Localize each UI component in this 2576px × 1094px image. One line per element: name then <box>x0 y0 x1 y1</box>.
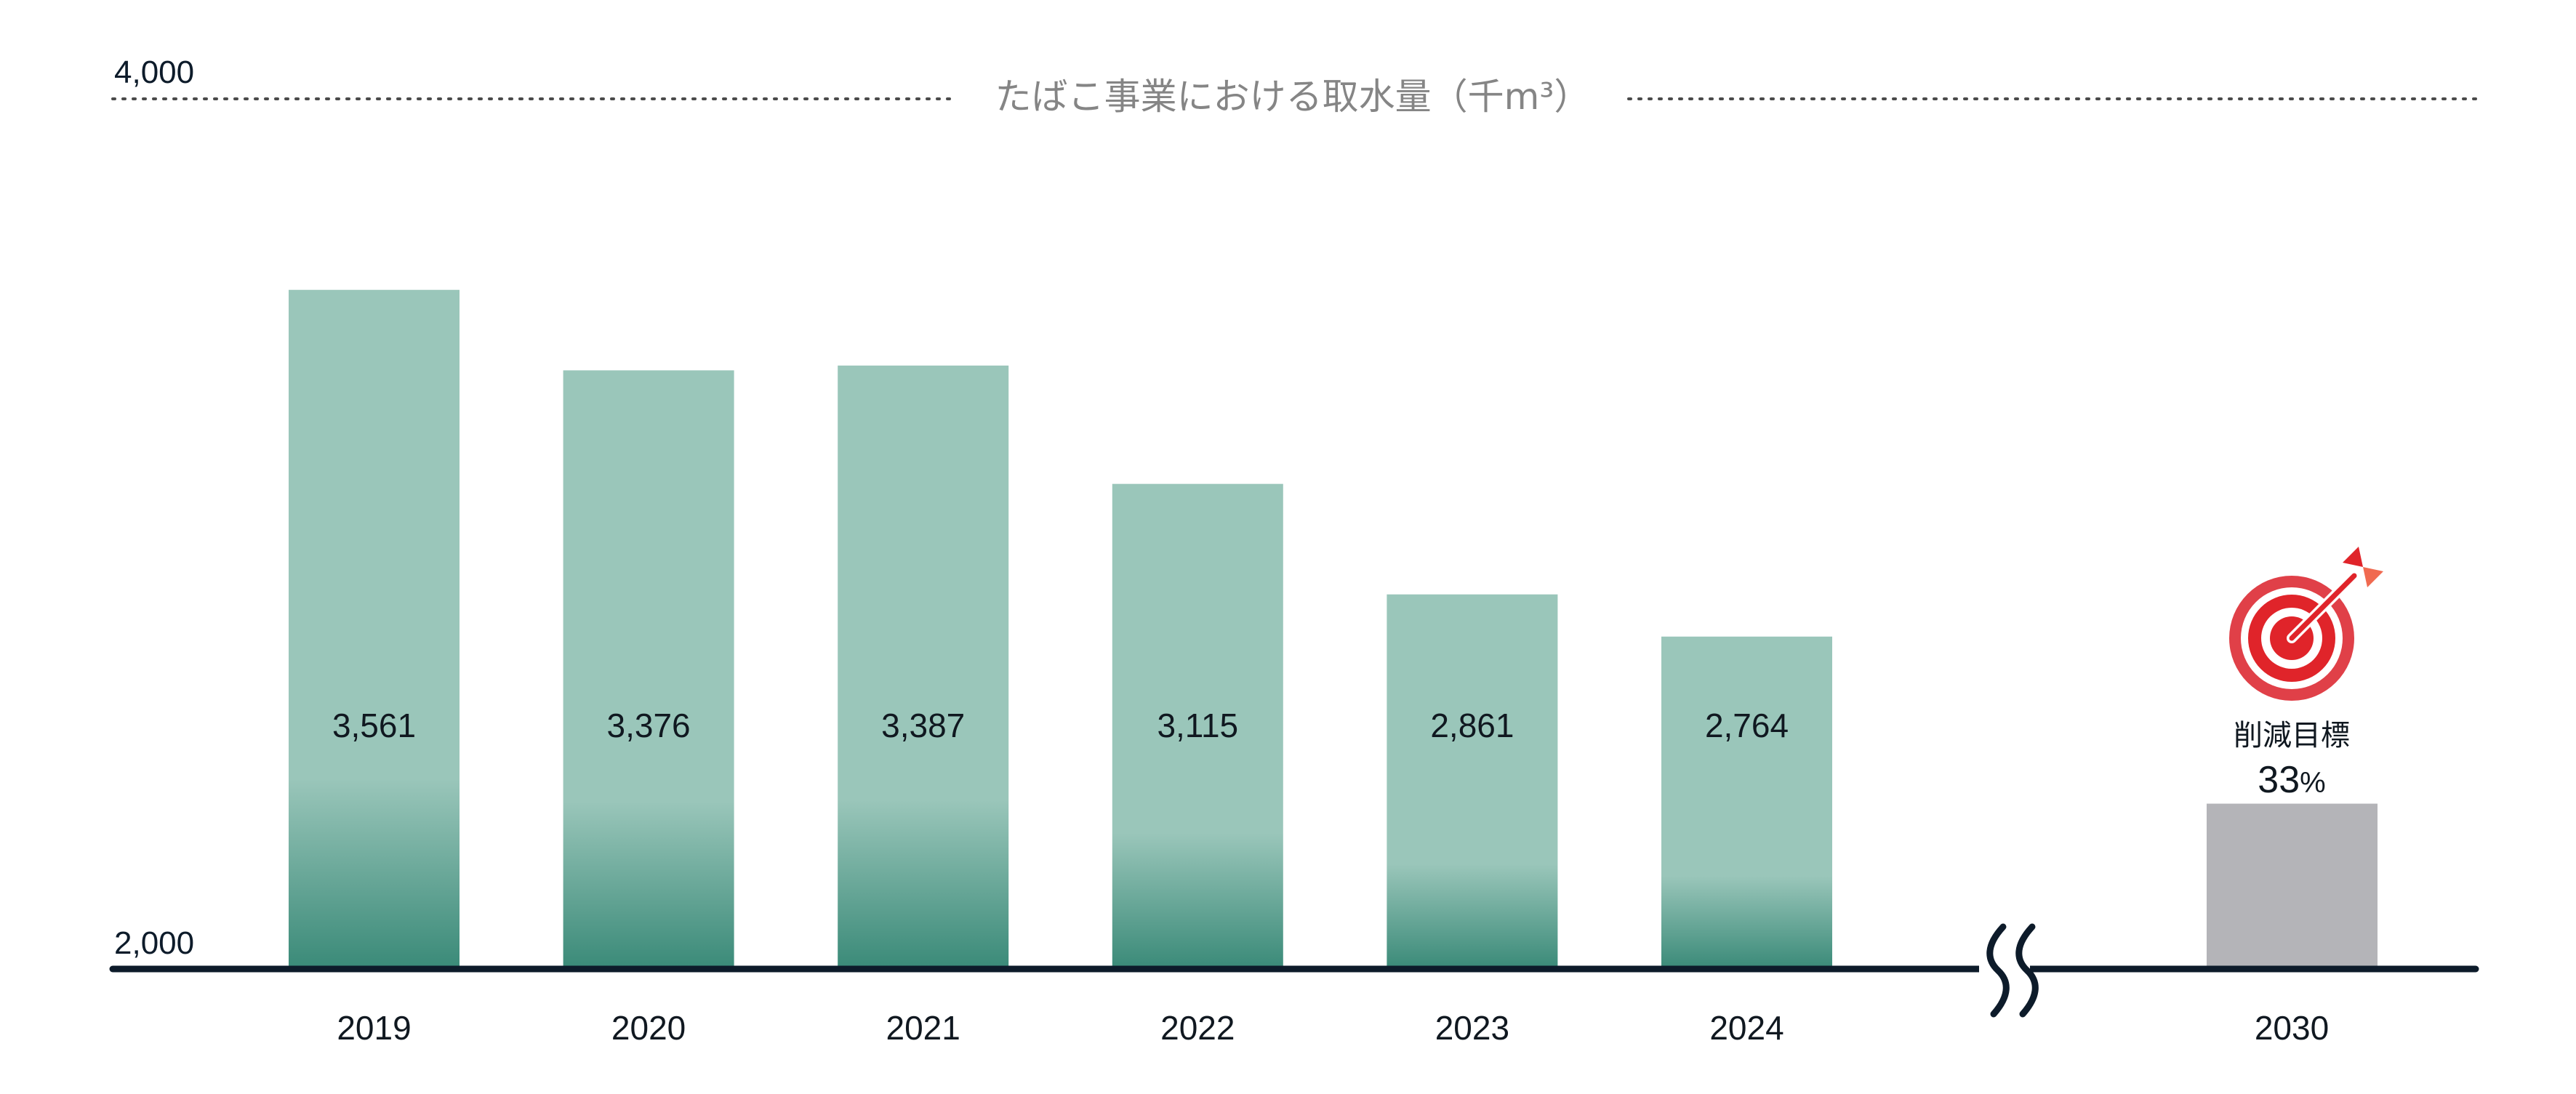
target-reduction-value: 33 <box>2258 759 2300 801</box>
bar-2019 <box>289 289 460 970</box>
bar-value-label-2022: 3,115 <box>1157 707 1238 744</box>
bars-group: 3,561 3,376 3,387 3,115 2,861 2,764 <box>289 289 1832 970</box>
target-reduction-unit: % <box>2300 767 2326 799</box>
bar-value-label-2021: 3,387 <box>881 707 965 744</box>
axis-break-icon <box>1979 923 2039 1018</box>
category-label-2030: 2030 <box>2255 1009 2329 1047</box>
y-tick-label-top: 4,000 <box>114 55 194 90</box>
target-reduction: 33% <box>2258 759 2325 801</box>
category-label-2021: 2021 <box>886 1009 960 1047</box>
category-labels: 2019 2020 2021 2022 2023 2024 <box>337 1009 1783 1047</box>
category-label-2024: 2024 <box>1709 1009 1783 1047</box>
category-label-2022: 2022 <box>1160 1009 1235 1047</box>
category-label-2020: 2020 <box>611 1009 686 1047</box>
category-label-2023: 2023 <box>1435 1009 1509 1047</box>
target-label: 削減目標 <box>2234 719 2350 752</box>
y-tick-label-bottom: 2,000 <box>114 925 194 961</box>
chart-title: たばこ事業における取水量（千m³） <box>995 76 1591 118</box>
bar-2023 <box>1387 594 1558 969</box>
target-bar-2030 <box>2207 803 2378 969</box>
bar-value-label-2023: 2,861 <box>1430 707 1514 744</box>
bar-2024 <box>1661 636 1832 969</box>
bar-value-label-2019: 3,561 <box>332 707 416 744</box>
target-dartboard-icon <box>2229 547 2383 701</box>
bar-value-label-2024: 2,764 <box>1705 707 1789 744</box>
bar-value-label-2020: 3,376 <box>607 707 691 744</box>
bar-2021 <box>838 365 1009 969</box>
category-label-2019: 2019 <box>337 1009 411 1047</box>
bar-2020 <box>563 370 734 969</box>
bar-2022 <box>1112 483 1283 969</box>
